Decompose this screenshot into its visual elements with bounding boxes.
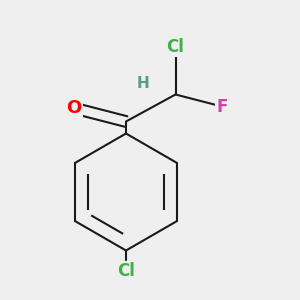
Text: Cl: Cl <box>117 262 135 280</box>
Text: Cl: Cl <box>167 38 184 56</box>
Text: F: F <box>216 98 228 116</box>
Text: H: H <box>136 76 149 92</box>
Text: O: O <box>66 99 81 117</box>
